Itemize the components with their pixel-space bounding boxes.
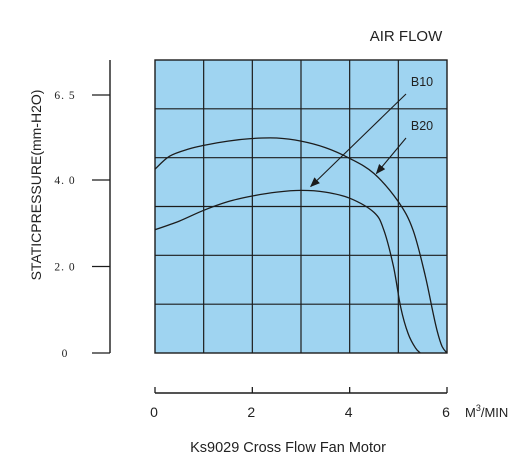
y-axis-ticks: 0 2. 0 4. 0 6. 5 — [54, 90, 110, 360]
y-tick-label: 4. 0 — [54, 175, 75, 187]
x-axis-label-superscript: 3 — [476, 403, 481, 413]
series-curves — [154, 137, 448, 354]
annotation-arrow-b20 — [375, 137, 407, 175]
annotation-label-b10: B10 — [411, 75, 433, 89]
x-axis-ticks: 0 2 4 6 — [150, 387, 450, 420]
y-tick-label: 0 — [62, 348, 69, 360]
series-annotations: B10 B20 — [310, 75, 433, 188]
series-line-b10 — [154, 189, 421, 354]
x-tick-label: 2 — [247, 404, 255, 420]
chart-caption: Ks9029 Cross Flow Fan Motor — [190, 440, 386, 456]
x-tick-label: 4 — [345, 404, 353, 420]
x-axis-label-suffix: /MIN — [481, 405, 508, 420]
chart-title: AIR FLOW — [370, 28, 443, 45]
annotation-label-b20: B20 — [411, 119, 433, 133]
grid-lines — [155, 60, 447, 353]
x-tick-label: 0 — [150, 404, 158, 420]
x-tick-label: 6 — [442, 404, 450, 420]
y-axis-label: STATICPRESSURE(mm-H2O) — [28, 90, 44, 281]
y-tick-label: 6. 5 — [54, 90, 75, 102]
annotation-arrow-b10 — [310, 93, 407, 188]
y-tick-label: 2. 0 — [54, 262, 75, 274]
series-line-b20 — [154, 137, 448, 354]
x-axis-label-base: M — [465, 405, 476, 420]
x-axis-label: M3/MIN — [465, 403, 508, 420]
